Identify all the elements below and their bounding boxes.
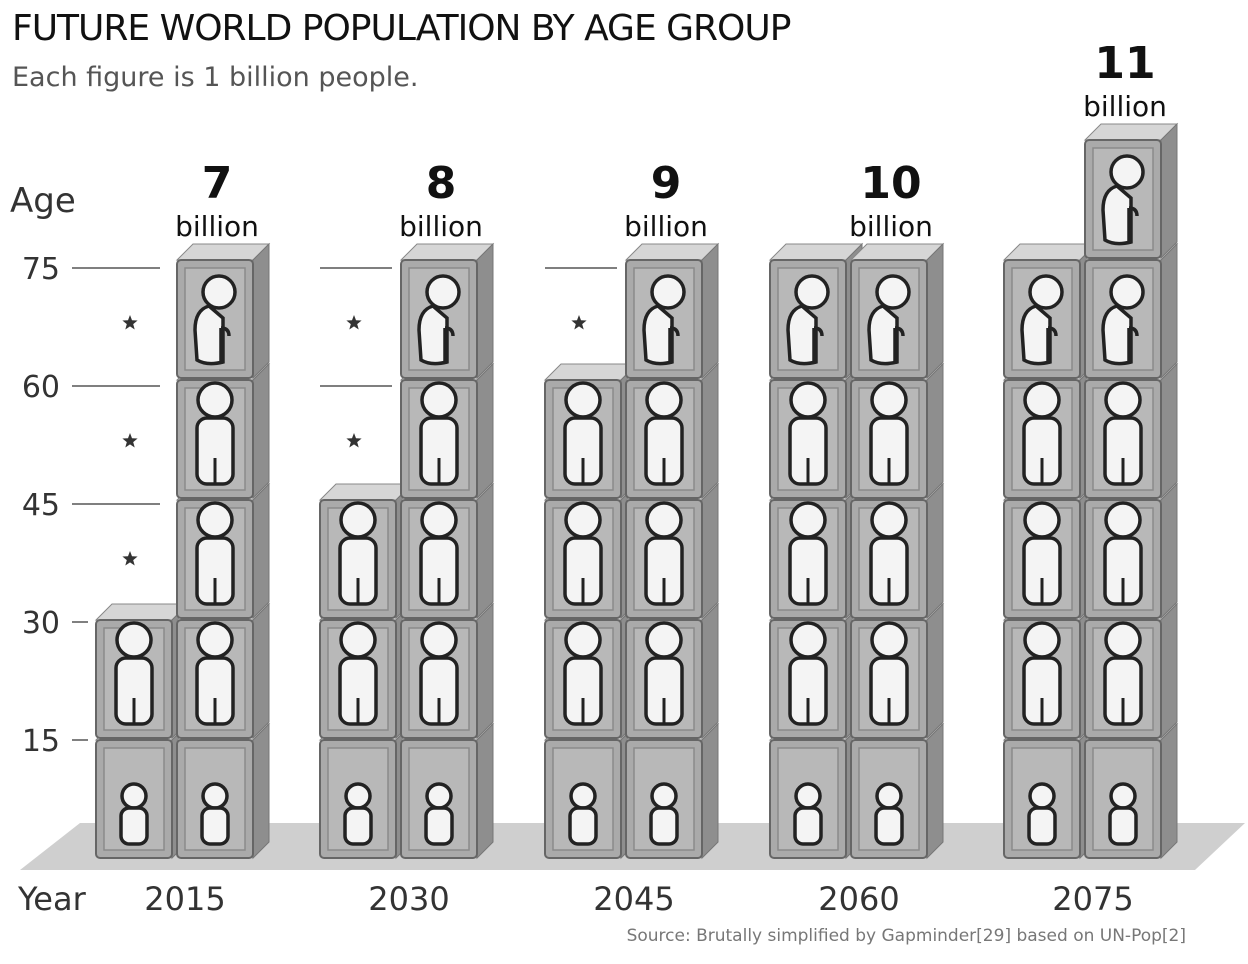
figure-box [175, 722, 271, 860]
missing-slot-star [122, 315, 138, 330]
missing-slot-star [122, 433, 138, 448]
figure-box [1083, 362, 1179, 500]
total-unit: billion [399, 210, 483, 243]
figure-box [849, 602, 945, 740]
figure-box [768, 482, 864, 620]
figure-box [624, 242, 720, 380]
x-tick-label: 2075 [1052, 880, 1133, 918]
figure-box [1083, 602, 1179, 740]
figure-box [399, 722, 495, 860]
figure-box [1083, 482, 1179, 620]
y-tick-label: 60 [22, 370, 60, 405]
figure-box [1002, 482, 1098, 620]
figure-box [768, 602, 864, 740]
figure-box [318, 482, 414, 620]
missing-slot-star [122, 551, 138, 566]
y-axis-label: Age [10, 181, 76, 221]
figure-box [94, 722, 190, 860]
figure-box [399, 602, 495, 740]
missing-slot-star [346, 315, 362, 330]
figure-box [768, 722, 864, 860]
figure-box [1002, 602, 1098, 740]
missing-slot-star [571, 315, 587, 330]
figure-box [543, 602, 639, 740]
x-tick-label: 2045 [593, 880, 674, 918]
figure-box [624, 722, 720, 860]
figure-box [175, 482, 271, 620]
figure-box [94, 602, 190, 740]
total-unit: billion [624, 210, 708, 243]
total-value: 8 [426, 158, 457, 209]
figure-box [849, 242, 945, 380]
x-tick-label: 2060 [818, 880, 899, 918]
figure-box [1083, 242, 1179, 380]
figure-box [1083, 122, 1179, 260]
figure-box [175, 602, 271, 740]
y-tick-label: 15 [22, 724, 60, 759]
chart-subtitle: Each figure is 1 billion people. [12, 62, 419, 93]
figure-box [543, 722, 639, 860]
figure-box [543, 482, 639, 620]
figure-box [1002, 242, 1098, 380]
figure-box [543, 362, 639, 500]
figure-box [399, 242, 495, 380]
figure-box [849, 362, 945, 500]
figure-box [1002, 362, 1098, 500]
figure-box [399, 362, 495, 500]
x-axis-label: Year [17, 880, 87, 918]
figure-box [318, 602, 414, 740]
total-value: 7 [202, 158, 233, 209]
figure-box [318, 722, 414, 860]
y-tick-label: 45 [22, 488, 60, 523]
figure-box [624, 362, 720, 500]
total-unit: billion [1083, 90, 1167, 123]
total-unit: billion [849, 210, 933, 243]
figure-box [175, 242, 271, 380]
figure-box [1002, 722, 1098, 860]
total-value: 10 [860, 158, 921, 209]
chart-title: FUTURE WORLD POPULATION BY AGE GROUP [12, 8, 791, 49]
y-tick-label: 75 [22, 252, 60, 287]
x-tick-label: 2030 [368, 880, 449, 918]
figure-box [399, 482, 495, 620]
figure-box [768, 362, 864, 500]
total-value: 9 [651, 158, 682, 209]
y-tick-label: 30 [22, 606, 60, 641]
figure-box [849, 482, 945, 620]
figure-box [175, 362, 271, 500]
figure-box [624, 602, 720, 740]
x-tick-label: 2015 [144, 880, 225, 918]
source-note: Source: Brutally simplified by Gapminder… [626, 926, 1186, 946]
figure-box [1083, 722, 1179, 860]
missing-slot-star [346, 433, 362, 448]
total-unit: billion [175, 210, 259, 243]
figure-box [768, 242, 864, 380]
total-value: 11 [1094, 38, 1155, 89]
figure-box [849, 722, 945, 860]
figure-box [624, 482, 720, 620]
